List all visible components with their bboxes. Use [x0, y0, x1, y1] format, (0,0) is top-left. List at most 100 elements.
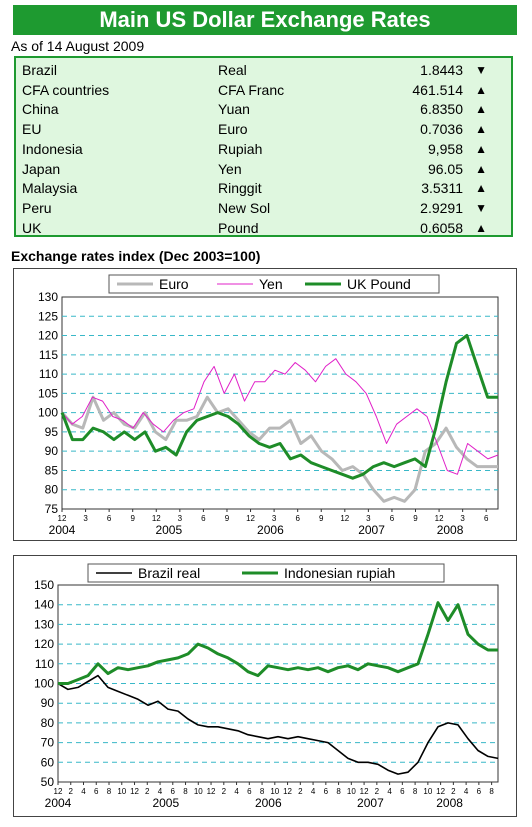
x-tick-label: 2 — [145, 787, 150, 796]
legend-label: Indonesian rupiah — [284, 565, 395, 581]
x-tick-label: 12 — [207, 787, 216, 796]
x-tick-label: 10 — [194, 787, 203, 796]
y-tick-label: 95 — [45, 425, 59, 439]
x-tick-label: 12 — [360, 787, 369, 796]
x-tick-label: 4 — [311, 787, 316, 796]
x-tick-label: 8 — [336, 787, 341, 796]
legend-label: Brazil real — [138, 565, 200, 581]
x-tick-label: 2 — [222, 787, 227, 796]
x-tick-label: 6 — [295, 514, 300, 523]
y-tick-label: 75 — [45, 502, 59, 516]
y-tick-label: 110 — [35, 657, 54, 671]
y-tick-label: 130 — [34, 617, 54, 631]
rate-currency: Real — [218, 62, 247, 78]
arrow-up-icon: ▲ — [475, 122, 487, 137]
x-year-label: 2008 — [436, 796, 463, 810]
x-tick-label: 9 — [225, 514, 230, 523]
x-tick-label: 12 — [58, 514, 67, 523]
x-tick-label: 6 — [400, 787, 405, 796]
rate-value: 0.6058 — [420, 219, 463, 236]
series-line-yen — [61, 358, 499, 475]
page-banner: Main US Dollar Exchange Rates — [13, 5, 517, 35]
y-tick-label: 150 — [34, 578, 54, 592]
legend: Euro Yen UK Pound — [108, 274, 440, 294]
x-year-label: 2004 — [45, 796, 72, 810]
rate-row: UK Pound 0.6058 ▲ — [16, 218, 511, 238]
y-tick-label: 50 — [41, 775, 55, 789]
x-tick-label: 12 — [283, 787, 292, 796]
y-tick-label: 110 — [39, 367, 58, 381]
x-tick-label: 8 — [413, 787, 418, 796]
arrow-up-icon: ▲ — [475, 220, 487, 235]
rate-country: Malaysia — [22, 180, 78, 197]
x-tick-label: 3 — [272, 514, 277, 523]
rate-country: Japan — [22, 160, 61, 177]
rate-row: Japan Yen 96.05 ▲ — [16, 159, 511, 179]
x-tick-label: 6 — [484, 514, 489, 523]
x-tick-label: 9 — [413, 514, 418, 523]
plot-area — [61, 296, 499, 510]
arrow-up-icon: ▲ — [475, 102, 487, 117]
x-year-label: 2006 — [257, 523, 284, 537]
arrow-up-icon: ▲ — [475, 161, 487, 176]
rate-value: 6.8350 — [420, 101, 463, 118]
rate-currency: CFA Franc — [218, 81, 285, 98]
rate-currency: Yen — [218, 160, 242, 177]
rate-row: Malaysia Ringgit 3.5311 ▲ — [16, 178, 511, 198]
x-tick-label: 6 — [171, 787, 176, 796]
legend-label: UK Pound — [347, 276, 411, 292]
x-tick-label: 12 — [130, 787, 139, 796]
rate-currency: Rupiah — [218, 140, 263, 157]
rate-row: China Yuan 6.8350 ▲ — [16, 99, 511, 119]
rate-value: 3.5311 — [421, 180, 463, 197]
x-tick-label: 4 — [387, 787, 392, 796]
x-tick-label: 2 — [451, 787, 456, 796]
y-tick-label: 100 — [38, 406, 58, 420]
y-tick-label: 115 — [39, 348, 58, 362]
chart-2-panel: 50 60 70 80 90 100 110 120 130 140 150 12 2 4 6 8 10 12 2 4… — [13, 555, 517, 817]
x-tick-label: 12 — [54, 787, 63, 796]
rate-country: Brazil — [22, 62, 58, 78]
y-tick-label: 120 — [34, 637, 54, 651]
x-tick-label: 6 — [107, 514, 112, 523]
x-year-label: 2006 — [255, 796, 282, 810]
y-tick-label: 130 — [38, 290, 58, 304]
arrow-up-icon: ▲ — [475, 181, 487, 196]
arrow-up-icon: ▲ — [475, 141, 487, 156]
x-tick-label: 4 — [234, 787, 239, 796]
legend-label: Euro — [159, 276, 189, 292]
x-tick-label: 12 — [246, 514, 255, 523]
x-tick-label: 12 — [436, 787, 445, 796]
y-tick-label: 90 — [45, 444, 59, 458]
x-tick-label: 4 — [81, 787, 86, 796]
series-line-uk-pound — [60, 334, 498, 480]
chart-1-panel: 75 80 85 90 95 100 105 110 115 120 125 130 12 3 6 9 12 3 6… — [13, 268, 517, 541]
x-tick-label: 12 — [152, 514, 161, 523]
rate-currency: Pound — [218, 219, 259, 236]
rate-currency: Ringgit — [218, 180, 262, 197]
x-year-label: 2008 — [437, 523, 464, 537]
exchange-rates-table: Brazil Real 1.8443 ▼ CFA countries CFA Franc 4… — [14, 56, 513, 237]
x-tick-label: 8 — [489, 787, 494, 796]
x-tick-label: 2 — [69, 787, 74, 796]
y-tick-label: 105 — [38, 386, 58, 400]
x-year-label: 2004 — [49, 523, 76, 537]
y-tick-label: 90 — [41, 696, 55, 710]
legend-label: Yen — [259, 276, 283, 292]
x-tick-label: 8 — [183, 787, 188, 796]
x-tick-label: 3 — [178, 514, 183, 523]
y-tick-label: 120 — [38, 329, 58, 343]
arrow-down-icon: ▼ — [475, 63, 487, 77]
x-tick-label: 10 — [117, 787, 126, 796]
rate-row: CFA countries CFA Franc 461.514 ▲ — [16, 80, 511, 100]
x-tick-label: 12 — [435, 514, 444, 523]
x-tick-label: 8 — [260, 787, 265, 796]
x-tick-label: 6 — [477, 787, 482, 796]
rate-row: Brazil Real 1.8443 ▼ — [16, 60, 511, 80]
x-tick-label: 6 — [247, 787, 252, 796]
x-tick-label: 10 — [270, 787, 279, 796]
y-tick-label: 80 — [41, 716, 55, 730]
x-tick-label: 12 — [340, 514, 349, 523]
rate-value: 1.8443 — [420, 62, 463, 78]
x-year-label: 2007 — [358, 523, 385, 537]
